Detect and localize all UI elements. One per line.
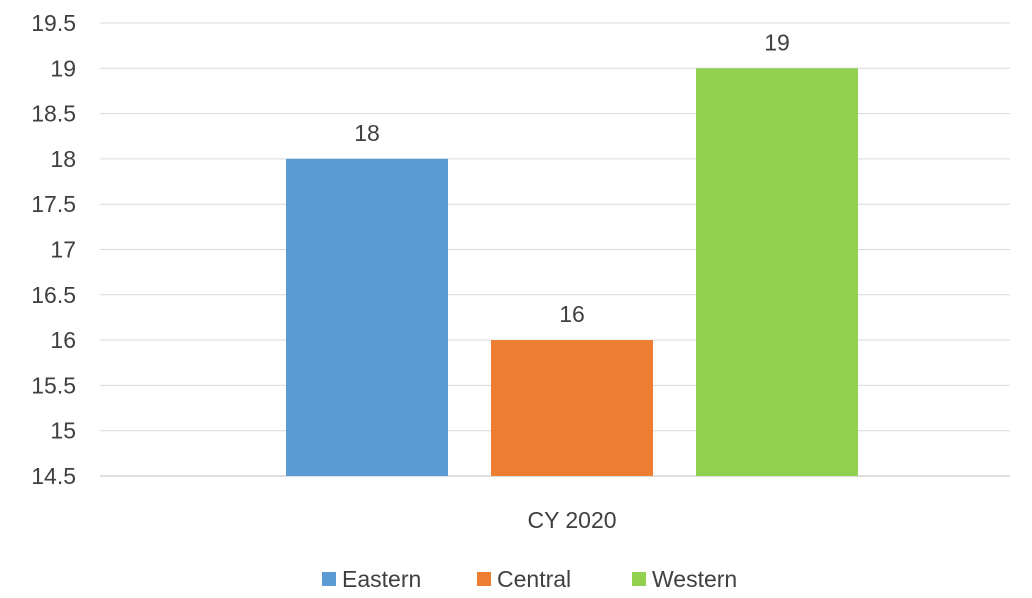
y-tick-label: 17	[50, 237, 76, 263]
y-tick-label: 19.5	[31, 10, 76, 36]
y-tick-label: 16.5	[31, 282, 76, 308]
bars	[286, 68, 858, 477]
y-tick-label: 18.5	[31, 101, 76, 127]
data-label-eastern: 18	[354, 120, 380, 146]
legend-item-western: Western	[632, 566, 737, 592]
y-tick-label: 17.5	[31, 191, 76, 217]
data-labels: 18 16 19	[354, 29, 790, 327]
legend-label: Eastern	[342, 566, 421, 592]
legend-item-eastern: Eastern	[322, 566, 421, 592]
y-tick-label: 15	[50, 418, 76, 444]
legend-swatch	[322, 572, 336, 586]
y-tick-label: 15.5	[31, 372, 76, 398]
legend-swatch	[632, 572, 646, 586]
y-tick-label: 14.5	[31, 463, 76, 489]
bar-western	[696, 68, 858, 477]
data-label-western: 19	[764, 29, 790, 55]
legend-label: Central	[497, 566, 571, 592]
x-tick-label: CY 2020	[527, 507, 616, 533]
y-tick-label: 18	[50, 146, 76, 172]
data-label-central: 16	[559, 301, 585, 327]
y-tick-label: 19	[50, 55, 76, 81]
bar-eastern	[286, 158, 448, 476]
x-axis-tick-labels: CY 2020	[527, 507, 616, 533]
bar-central	[491, 340, 653, 476]
gridlines	[100, 22, 1010, 477]
y-tick-label: 16	[50, 327, 76, 353]
y-axis-tick-labels: 14.5 15 15.5 16 16.5 17 17.5 18 18.5 19 19.5	[31, 10, 76, 489]
legend: Eastern Central Western	[322, 566, 737, 592]
legend-item-central: Central	[477, 566, 571, 592]
legend-swatch	[477, 572, 491, 586]
legend-label: Western	[652, 566, 737, 592]
